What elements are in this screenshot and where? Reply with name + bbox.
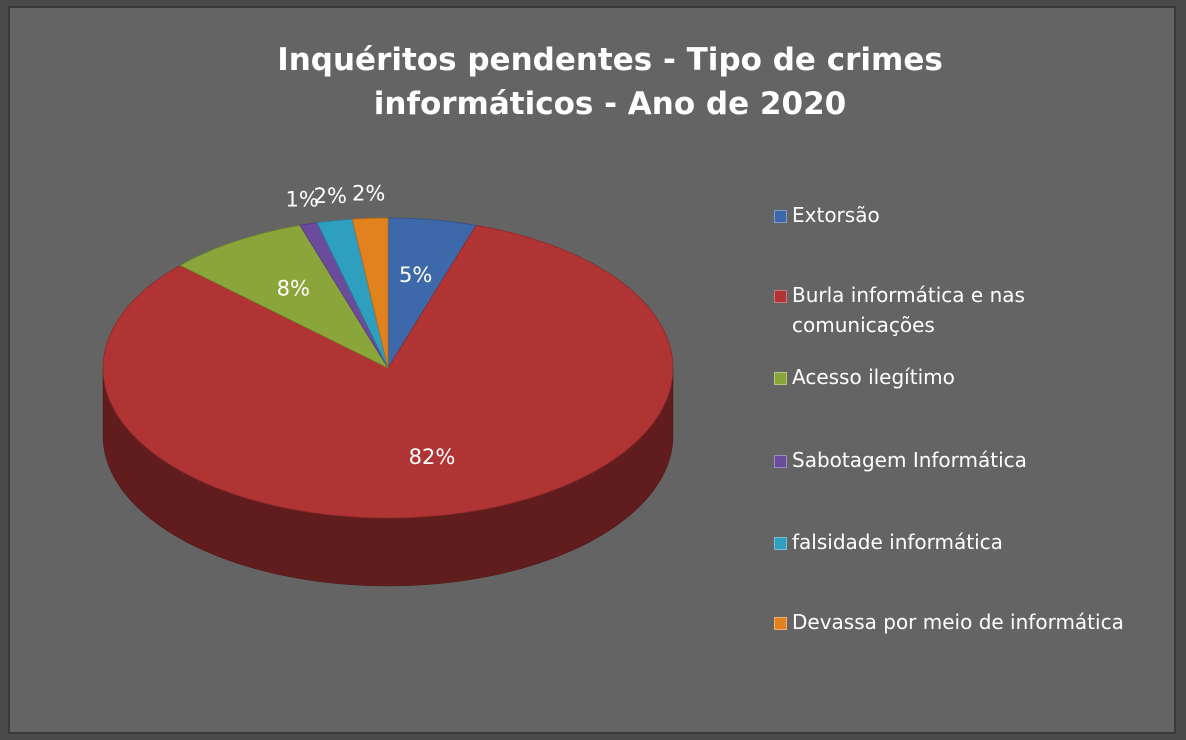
legend-item: Extorsão — [774, 200, 1162, 230]
legend-item: Devassa por meio de informática — [774, 607, 1162, 637]
chart-title: Inquéritos pendentes - Tipo de crimes in… — [277, 42, 943, 122]
legend-label: Acesso ilegítimo — [792, 365, 955, 389]
pie-slice — [102, 224, 674, 519]
legend-label: Burla informática e nas comunicações — [792, 283, 1025, 337]
legend-item: Sabotagem Informática — [774, 445, 1162, 475]
legend-label: Sabotagem Informática — [792, 448, 1027, 472]
pie-slice — [387, 217, 477, 370]
pie-slice — [179, 224, 390, 369]
data-label: 82% — [409, 445, 456, 469]
legend-swatch — [774, 617, 787, 630]
legend-label: Extorsão — [792, 203, 880, 227]
legend-swatch — [774, 210, 787, 223]
legend-item: Acesso ilegítimo — [774, 362, 1162, 392]
legend-label: falsidade informática — [792, 530, 1003, 554]
legend-swatch — [774, 372, 787, 385]
legend-swatch — [774, 290, 787, 303]
data-label: 8% — [277, 276, 310, 300]
data-label: 2% — [314, 184, 347, 208]
data-label: 1% — [285, 187, 318, 211]
pie-slice — [351, 217, 389, 369]
legend-item: Burla informática e nas comunicações — [774, 280, 1032, 340]
legend-swatch — [774, 537, 787, 550]
legend-swatch — [774, 455, 787, 468]
data-label: 5% — [399, 263, 432, 287]
data-label: 2% — [352, 181, 385, 205]
legend-label: Devassa por meio de informática — [792, 610, 1124, 634]
legend-item: falsidade informática — [774, 527, 1162, 557]
